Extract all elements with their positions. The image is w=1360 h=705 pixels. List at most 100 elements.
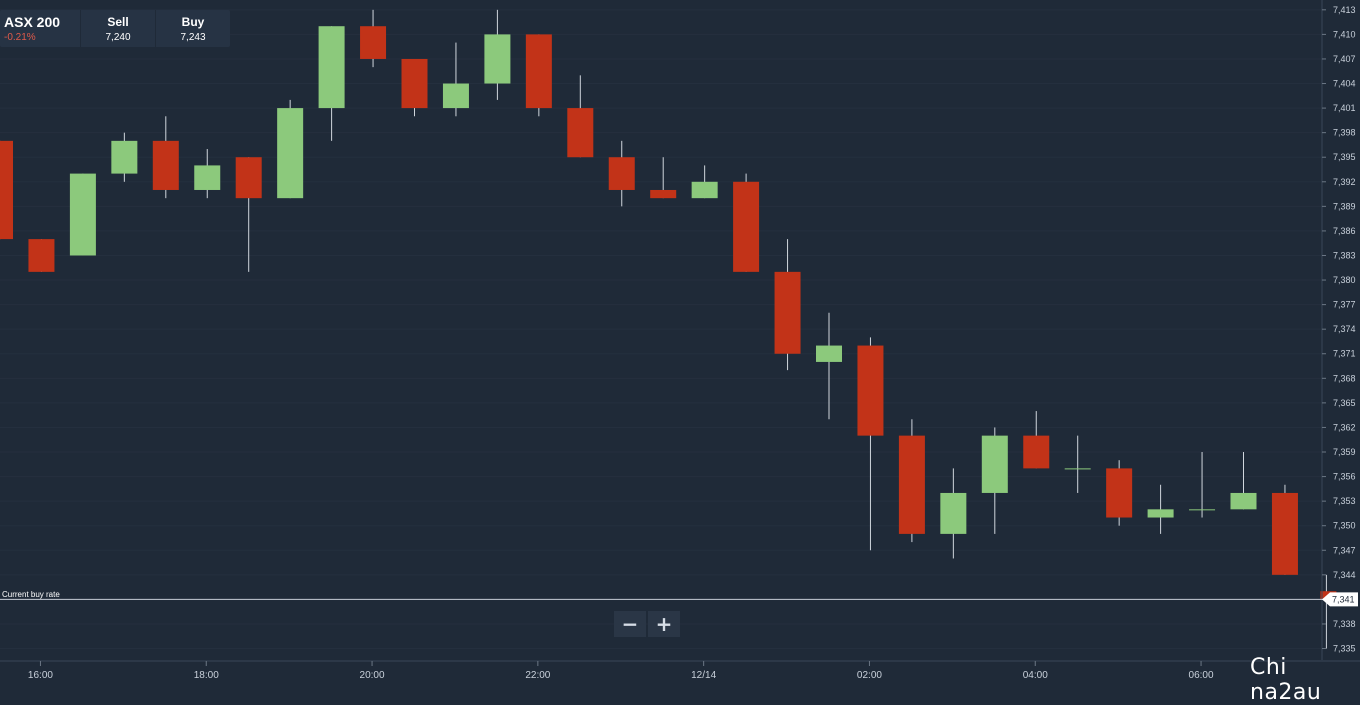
candle-down bbox=[360, 9, 387, 68]
y-tick-label: 7,383 bbox=[1333, 250, 1356, 260]
candle-body bbox=[1230, 492, 1257, 510]
candlestick-chart[interactable]: 7,413 7,410 7,407 7,404 7,401 7,398 7,395 7,392… bbox=[0, 0, 1360, 682]
candle-down bbox=[650, 157, 677, 199]
candle-body bbox=[733, 181, 760, 272]
candle-body bbox=[1147, 509, 1174, 518]
zoom-in-button[interactable]: + bbox=[648, 611, 680, 637]
y-tick-label: 7,371 bbox=[1333, 349, 1356, 359]
candle-down bbox=[1106, 460, 1133, 526]
buy-label: Buy bbox=[181, 14, 205, 29]
candle-down bbox=[608, 140, 635, 207]
y-tick-label: 7,404 bbox=[1333, 79, 1356, 89]
x-tick-label: 12/14 bbox=[691, 670, 716, 681]
candle-body bbox=[111, 140, 138, 174]
candle-body bbox=[981, 435, 1008, 493]
buy-button[interactable]: Buy 7,243 bbox=[156, 10, 230, 47]
candle-down bbox=[898, 419, 925, 543]
candle-body bbox=[277, 108, 304, 199]
candle-up bbox=[69, 173, 96, 256]
axis-layer bbox=[0, 0, 1360, 662]
candle-body bbox=[235, 157, 262, 199]
buy-value: 7,243 bbox=[180, 31, 206, 43]
y-tick-label: 7,380 bbox=[1333, 275, 1356, 285]
candle-body bbox=[567, 108, 594, 158]
candle-body bbox=[484, 34, 511, 84]
candle-down bbox=[857, 337, 884, 551]
x-tick-label: 18:00 bbox=[194, 670, 219, 681]
zoom-out-button[interactable]: − bbox=[614, 611, 646, 637]
sell-label: Sell bbox=[107, 14, 129, 29]
y-tick-label: 7,344 bbox=[1333, 570, 1356, 580]
candle-body bbox=[318, 26, 345, 109]
candle-body bbox=[816, 345, 842, 362]
grid-layer bbox=[0, 9, 1322, 650]
candle-up bbox=[442, 42, 469, 117]
candle-body bbox=[1064, 468, 1091, 470]
x-tick-labels: 16:00 18:00 20:00 22:00 12/14 02:00 04:00 06:00 bbox=[28, 661, 1214, 681]
candle-down bbox=[0, 140, 13, 240]
y-tick-label: 7,374 bbox=[1333, 324, 1356, 334]
candle-body bbox=[194, 165, 221, 190]
y-tick-label: 7,362 bbox=[1333, 422, 1356, 432]
x-tick-label: 06:00 bbox=[1189, 670, 1214, 681]
candle-down bbox=[28, 239, 55, 272]
candle-body bbox=[940, 492, 967, 534]
y-tick-label: 7,395 bbox=[1333, 152, 1356, 162]
candle-up bbox=[111, 132, 138, 182]
instrument-name: ASX 200 bbox=[4, 14, 61, 30]
sell-value: 7,240 bbox=[105, 31, 131, 43]
candle-down bbox=[401, 58, 428, 117]
candles-layer bbox=[0, 9, 1337, 649]
y-tick-label: 7,335 bbox=[1333, 644, 1356, 654]
y-tick-label: 7,389 bbox=[1333, 201, 1356, 211]
candle-down bbox=[774, 239, 801, 371]
current-rate-marker bbox=[1322, 592, 1358, 607]
candle-up bbox=[981, 427, 1008, 534]
instrument-change: -0.21% bbox=[4, 32, 36, 43]
sell-button[interactable]: Sell 7,240 bbox=[81, 10, 156, 47]
y-tick-label: 7,368 bbox=[1333, 373, 1356, 383]
y-tick-label: 7,338 bbox=[1333, 619, 1356, 629]
y-tick-label: 7,407 bbox=[1333, 54, 1356, 64]
y-tick-label: 7,398 bbox=[1333, 128, 1356, 138]
instrument-panel: ASX 200 -0.21% Sell 7,240 Buy 7,243 bbox=[0, 10, 230, 47]
y-tick-label: 7,377 bbox=[1333, 300, 1356, 310]
candle-up bbox=[1064, 435, 1091, 493]
candle-body bbox=[69, 173, 96, 256]
instrument-cell[interactable]: ASX 200 -0.21% bbox=[0, 10, 81, 47]
candle-up bbox=[1189, 452, 1216, 518]
candle-up bbox=[484, 9, 511, 100]
zoom-controls: − + bbox=[614, 611, 680, 637]
y-tick-label: 7,356 bbox=[1333, 472, 1356, 482]
candle-body bbox=[857, 345, 884, 436]
candle-body bbox=[1271, 492, 1298, 575]
y-tick-label: 7,410 bbox=[1333, 29, 1356, 39]
candle-down bbox=[152, 116, 179, 199]
candle-down bbox=[733, 173, 760, 272]
candle-body bbox=[28, 239, 55, 272]
x-tick-label: 02:00 bbox=[857, 670, 882, 681]
y-tick-label: 7,401 bbox=[1333, 103, 1356, 113]
candle-body bbox=[152, 140, 179, 190]
candle-body bbox=[442, 83, 469, 109]
current-rate-layer: 7,341 bbox=[0, 592, 1358, 607]
current-buy-rate-label: Current buy rate bbox=[2, 590, 60, 599]
candle-body bbox=[608, 157, 635, 190]
y-tick-labels: 7,413 7,410 7,407 7,404 7,401 7,398 7,395 7,392… bbox=[1322, 5, 1356, 654]
y-tick-label: 7,359 bbox=[1333, 447, 1356, 457]
current-rate-value: 7,341 bbox=[1332, 594, 1355, 604]
candle-up bbox=[691, 165, 718, 199]
candle-body bbox=[525, 34, 552, 109]
y-tick-label: 7,392 bbox=[1333, 177, 1356, 187]
candle-body bbox=[0, 140, 13, 240]
x-tick-label: 20:00 bbox=[360, 670, 385, 681]
x-tick-label: 22:00 bbox=[525, 670, 550, 681]
candle-body bbox=[898, 435, 925, 534]
y-tick-label: 7,386 bbox=[1333, 226, 1356, 236]
candle-down bbox=[1271, 484, 1298, 575]
y-tick-label: 7,350 bbox=[1333, 521, 1356, 531]
candle-body bbox=[360, 26, 387, 59]
candle-body bbox=[650, 189, 677, 199]
candle-up bbox=[318, 26, 345, 141]
candle-body bbox=[774, 271, 801, 354]
